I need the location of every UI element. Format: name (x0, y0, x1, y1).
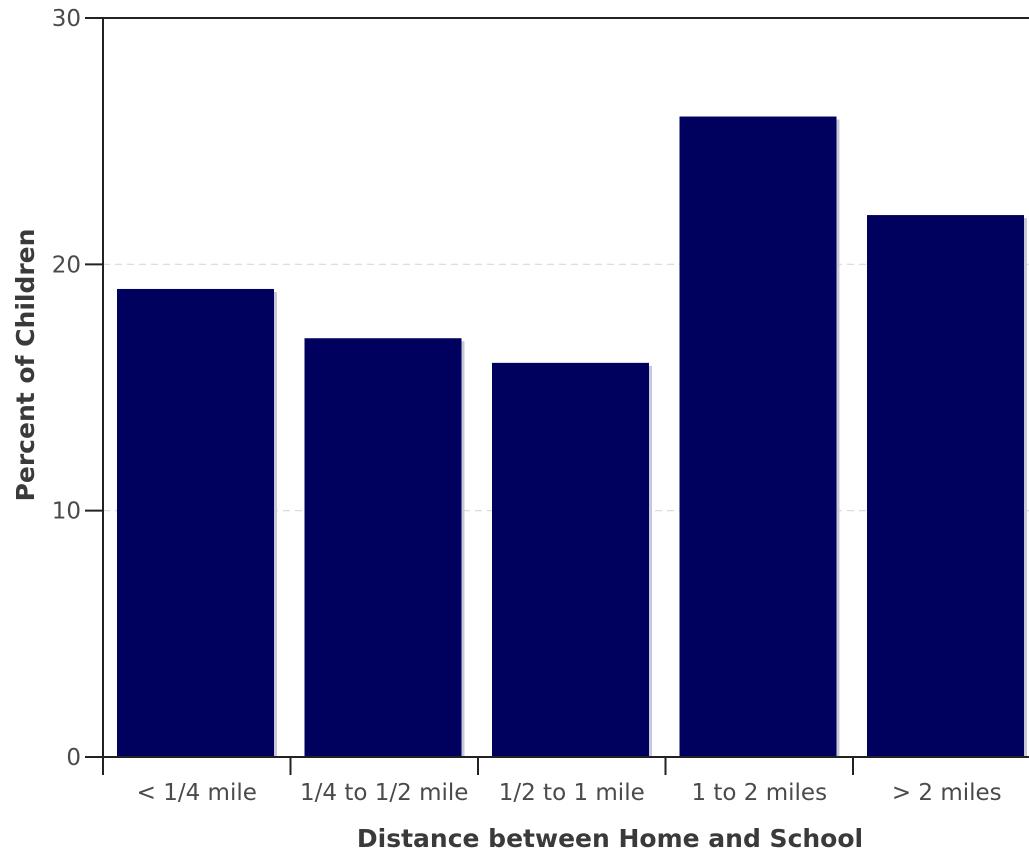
x-tick-label: 1/4 to 1/2 mile (300, 780, 468, 806)
axes (102, 17, 1029, 758)
bar (304, 338, 462, 757)
y-axis-title: Percent of Children (11, 229, 40, 502)
x-tick-label: 1 to 2 miles (691, 780, 827, 806)
x-tick-label: < 1/4 mile (137, 780, 257, 806)
y-ticks: 0 10 20 30 (52, 6, 103, 771)
bar (492, 362, 649, 757)
y-tick-label: 0 (66, 745, 81, 771)
y-tick-label: 10 (52, 499, 81, 525)
bar (679, 116, 837, 758)
x-tick-label: 1/2 to 1 mile (499, 780, 645, 806)
y-tick-label: 30 (52, 6, 81, 32)
y-tick-label: 20 (52, 252, 81, 278)
x-ticks: < 1/4 mile 1/4 to 1/2 mile 1/2 to 1 mile 1 … (102, 757, 1002, 806)
bar (867, 215, 1024, 758)
bar (117, 288, 274, 757)
bars (117, 116, 1027, 758)
x-tick-label: > 2 miles (892, 780, 1002, 806)
x-axis-title: Distance between Home and School (357, 824, 863, 853)
